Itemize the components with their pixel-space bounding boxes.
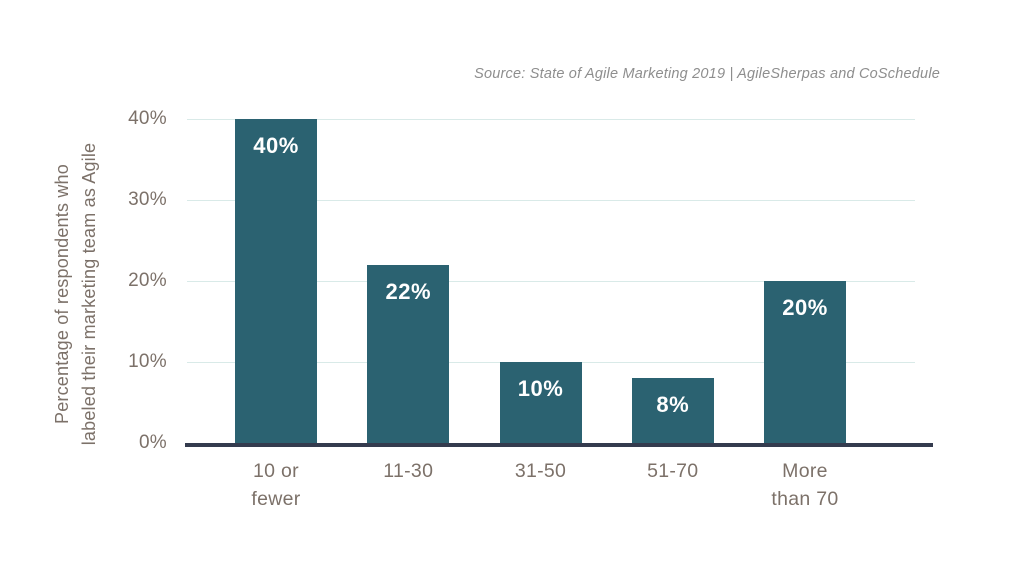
bar-value-label: 40% <box>253 133 299 158</box>
y-tick-label-40pct: 40% <box>128 108 167 129</box>
bar-51-70: 8% <box>631 378 714 443</box>
x-axis-label-31-50: 31-50 <box>466 457 616 485</box>
x-axis-label-10-or-fewer: 10 or fewer <box>201 457 351 513</box>
bar-value-label: 10% <box>517 376 564 401</box>
gridline-30pct <box>187 199 915 201</box>
bar-11-30: 22% <box>367 264 450 443</box>
x-axis-label-line: 11-30 <box>383 460 434 482</box>
bar-more-than-70: 20% <box>764 281 846 443</box>
bar-10-or-fewer: 40% <box>235 119 317 443</box>
x-axis-line <box>185 443 933 447</box>
gridline-20pct <box>187 280 915 282</box>
x-axis-label-line: 10 or <box>253 460 299 482</box>
plot-area: 40% 22% 10% 8% 20% <box>187 118 933 443</box>
x-axis-label-line: fewer <box>251 488 301 510</box>
x-axis-label-line: than 70 <box>771 488 839 510</box>
bar-value-label: 20% <box>782 295 828 320</box>
x-axis-label-11-30: 11-30 <box>333 457 483 485</box>
bar-value-label: 8% <box>656 392 690 418</box>
y-tick-label-30pct: 30% <box>128 189 167 210</box>
bar-value-label: 22% <box>385 278 432 304</box>
x-axis-label-more-than-70: More than 70 <box>730 457 880 513</box>
x-axis-label-line: More <box>782 460 828 482</box>
y-tick-label-10pct: 10% <box>128 351 167 372</box>
bar-31-50: 10% <box>499 362 582 443</box>
x-axis-label-line: 31-50 <box>514 460 567 482</box>
y-tick-label-20pct: 20% <box>128 270 167 291</box>
gridline-40pct <box>187 118 915 120</box>
x-axis-label-51-70: 51-70 <box>598 457 748 485</box>
y-tick-label-0pct: 0% <box>138 432 167 453</box>
x-axis-label-line: 51-70 <box>647 460 699 482</box>
source-attribution: Source: State of Agile Marketing 2019 | … <box>474 66 940 82</box>
